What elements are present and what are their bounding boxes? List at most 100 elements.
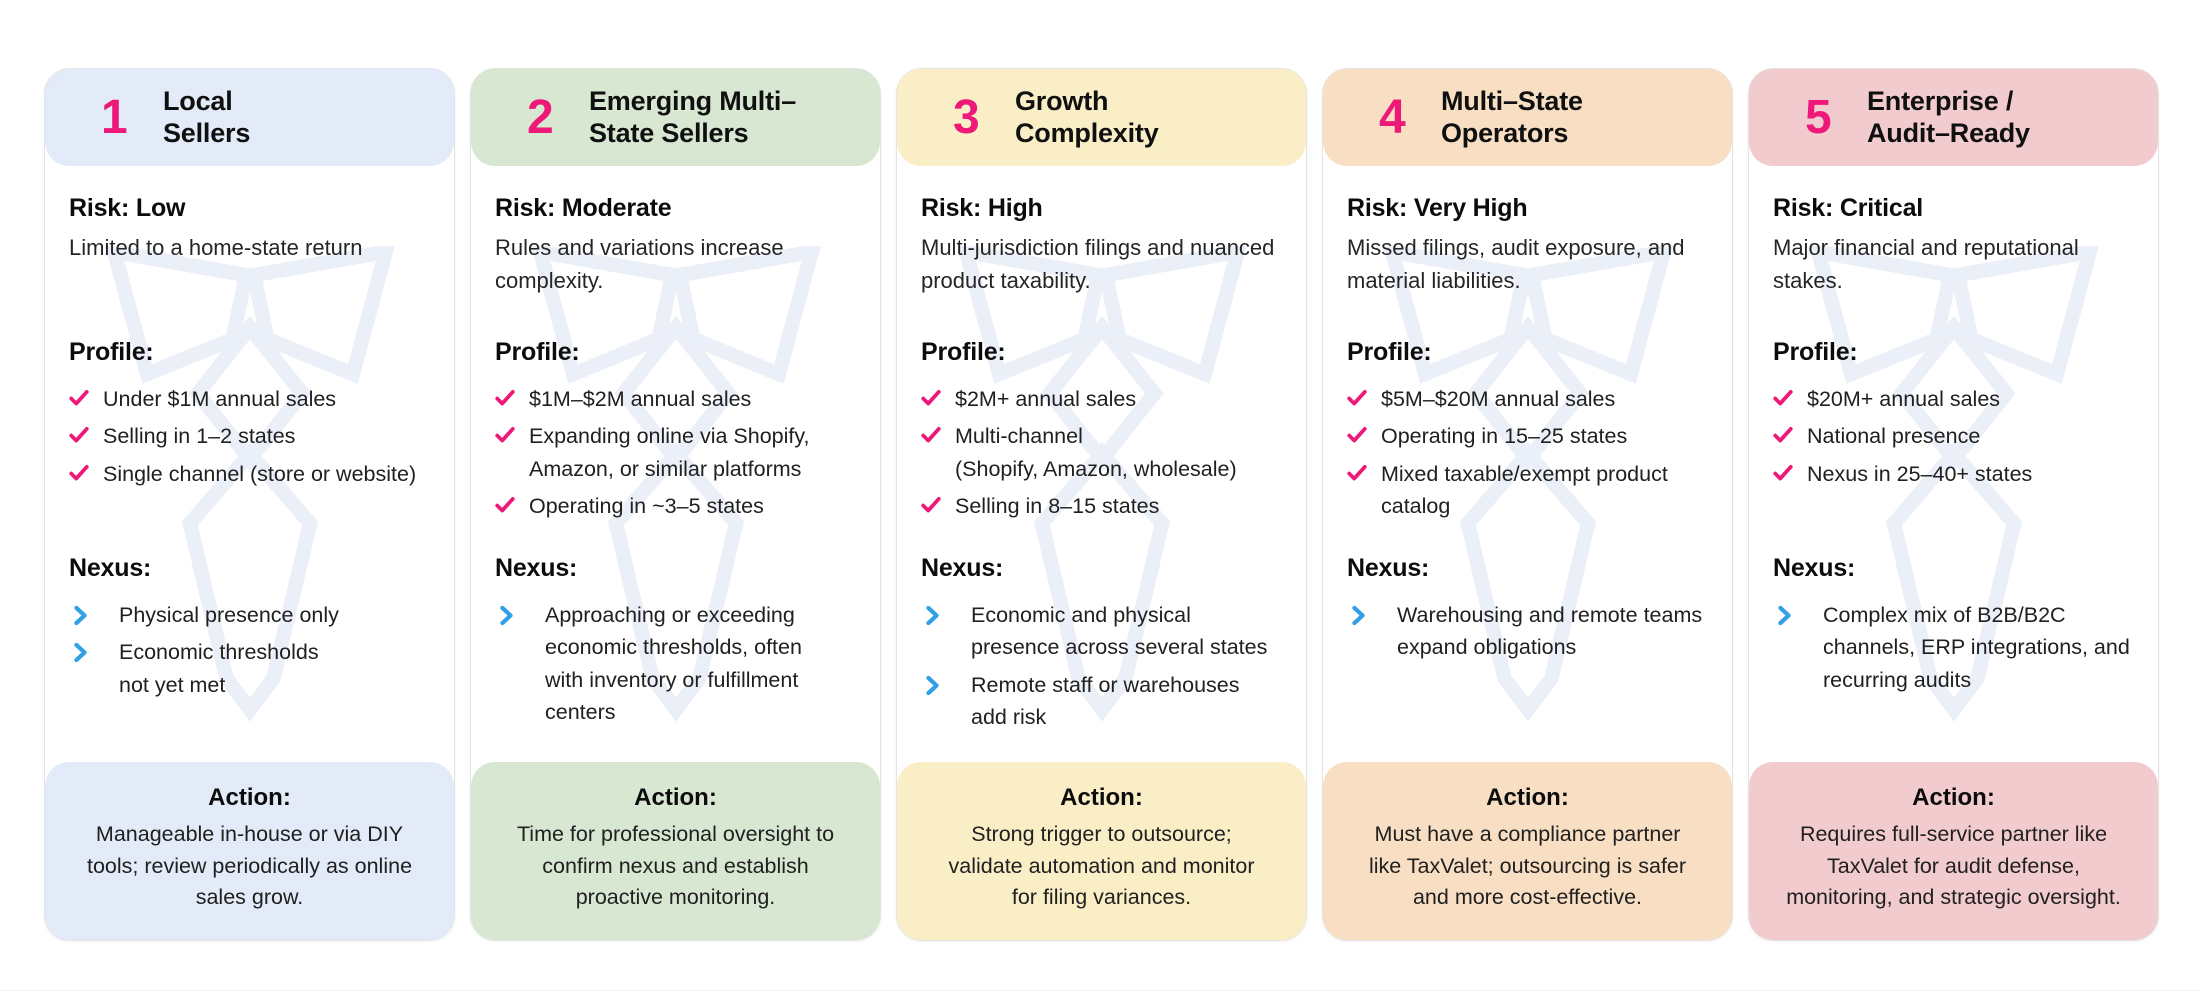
- item-icon-cell: [1347, 420, 1381, 449]
- nexus-list: Warehousing and remote teams expand obli…: [1347, 599, 1708, 664]
- card-body: Risk: Low Limited to a home-state return…: [45, 166, 454, 762]
- profile-item: $1M–$2M annual sales: [495, 383, 856, 415]
- stage-card: 3 Growth Complexity Risk: High Multi-juri…: [896, 68, 1307, 941]
- check-icon: [1773, 427, 1793, 443]
- check-icon: [1347, 389, 1367, 406]
- item-text: Selling in 8–15 states: [955, 493, 1160, 518]
- profile-item: Single channel (store or website): [69, 458, 430, 490]
- chevron-right-icon: [74, 643, 87, 663]
- item-icon-cell: [921, 383, 955, 412]
- stage-card: 2 Emerging Multi– State Sellers Risk: Mod…: [470, 68, 881, 941]
- stage-title-line1: Local: [163, 86, 233, 117]
- item-text: Nexus in 25–40+ states: [1807, 461, 2033, 486]
- check-icon: [69, 427, 89, 443]
- stage-title-line1: Emerging Multi–: [589, 86, 797, 117]
- card-header: 5 Enterprise / Audit–Ready: [1749, 69, 2158, 166]
- item-text: $1M–$2M annual sales: [529, 387, 752, 411]
- stage-title: Emerging Multi– State Sellers: [589, 86, 796, 149]
- stage-card: 4 Multi–State Operators Risk: Very High M…: [1322, 68, 1733, 941]
- item-text: Operating in 15–25 states: [1381, 424, 1628, 449]
- item-icon-cell: [1347, 458, 1381, 487]
- profile-item: Mixed taxable/exempt product catalog: [1347, 458, 1708, 523]
- action-footer: Action: Manageable in-house or via DIY t…: [45, 762, 454, 940]
- item-text: National presence: [1807, 424, 1981, 449]
- check-icon: [69, 464, 89, 480]
- profile-item: $5M–$20M annual sales: [1347, 383, 1708, 415]
- item-text: Economic thresholds not yet met: [119, 640, 319, 697]
- profile-item: National presence: [1773, 420, 2134, 452]
- item-icon-cell: [921, 490, 955, 519]
- profile-heading: Profile:: [1773, 338, 1858, 366]
- nexus-section: Nexus: Complex mix of B2B/B2C channels, …: [1749, 554, 2158, 701]
- action-footer: Action: Strong trigger to outsource; val…: [897, 762, 1306, 940]
- risk-heading: Risk: Moderate: [495, 194, 672, 222]
- nexus-list: Approaching or exceeding economic thresh…: [495, 599, 856, 728]
- item-icon-cell: [1773, 458, 1807, 487]
- item-text: Mixed taxable/exempt product catalog: [1381, 461, 1668, 518]
- item-text: Physical presence only: [119, 603, 339, 627]
- stage-title-line2: State Sellers: [589, 117, 749, 148]
- profile-item: Expanding online via Shopify, Amazon, or…: [495, 420, 856, 485]
- card-header: 2 Emerging Multi– State Sellers: [471, 69, 880, 166]
- profile-item: Under $1M annual sales: [69, 383, 430, 415]
- item-icon-cell: [495, 599, 545, 631]
- chevron-right-icon: [926, 675, 939, 695]
- card-body: Risk: High Multi-jurisdiction filings an…: [897, 166, 1306, 762]
- item-text: Single channel (store or website): [103, 461, 417, 486]
- action-heading: Action:: [1486, 784, 1569, 811]
- profile-item: Operating in 15–25 states: [1347, 420, 1708, 452]
- profile-item: Nexus in 25–40+ states: [1773, 458, 2134, 490]
- action-description: Must have a compliance partner like TaxV…: [1368, 822, 1687, 910]
- risk-description: Limited to a home-state return: [69, 235, 363, 260]
- profile-item: Operating in ~3–5 states: [495, 490, 856, 522]
- risk-section: Risk: Critical Major financial and reput…: [1749, 194, 2158, 297]
- risk-section: Risk: Low Limited to a home-state return: [45, 194, 454, 265]
- card-header: 4 Multi–State Operators: [1323, 69, 1732, 166]
- nexus-heading: Nexus:: [921, 554, 1004, 582]
- card-body: Risk: Critical Major financial and reput…: [1749, 166, 2158, 762]
- nexus-section: Nexus: Warehousing and remote teams expa…: [1323, 554, 1732, 669]
- risk-section: Risk: Very High Missed filings, audit ex…: [1323, 194, 1732, 297]
- profile-list: $20M+ annual sales National presence Nexus…: [1773, 383, 2134, 490]
- check-icon: [1347, 464, 1367, 480]
- stage-number: 4: [1379, 90, 1406, 144]
- nexus-item: Remote staff or warehouses add risk: [921, 669, 1282, 734]
- profile-list: Under $1M annual sales Selling in 1–2 sta…: [69, 383, 430, 490]
- bottom-divider: [0, 990, 2200, 991]
- card-body: Risk: Very High Missed filings, audit ex…: [1323, 166, 1732, 762]
- check-icon: [1773, 389, 1793, 406]
- item-text: Multi-channel (Shopify, Amazon, wholesal…: [955, 424, 1237, 481]
- action-heading: Action:: [1060, 784, 1143, 811]
- nexus-item: Complex mix of B2B/B2C channels, ERP int…: [1773, 599, 2134, 696]
- check-icon: [69, 389, 89, 406]
- item-icon-cell: [1773, 420, 1807, 449]
- risk-description: Missed filings, audit exposure, and mate…: [1347, 235, 1685, 293]
- nexus-item: Approaching or exceeding economic thresh…: [495, 599, 856, 728]
- profile-list: $5M–$20M annual sales Operating in 15–25 …: [1347, 383, 1708, 522]
- item-icon-cell: [69, 458, 103, 487]
- risk-description: Multi-jurisdiction filings and nuanced p…: [921, 235, 1275, 293]
- stage-number: 3: [953, 90, 980, 144]
- risk-section: Risk: High Multi-jurisdiction filings an…: [897, 194, 1306, 297]
- profile-heading: Profile:: [69, 338, 154, 366]
- item-icon-cell: [1773, 599, 1823, 631]
- item-icon-cell: [1347, 383, 1381, 412]
- profile-item: $2M+ annual sales: [921, 383, 1282, 415]
- stage-cards-row: 1 Local Sellers Risk: Low Limited to a ho…: [44, 68, 2159, 941]
- action-heading: Action:: [1912, 784, 1995, 811]
- item-text: Under $1M annual sales: [103, 387, 337, 411]
- action-description: Strong trigger to outsource; validate au…: [948, 822, 1255, 910]
- profile-heading: Profile:: [921, 338, 1006, 366]
- item-text: $5M–$20M annual sales: [1381, 387, 1616, 411]
- stage-number: 5: [1805, 90, 1832, 144]
- item-icon-cell: [69, 636, 119, 668]
- stage-title-line2: Operators: [1441, 117, 1569, 148]
- action-footer: Action: Requires full-service partner li…: [1749, 762, 2158, 940]
- item-icon-cell: [1773, 383, 1807, 412]
- nexus-heading: Nexus:: [69, 554, 152, 582]
- profile-item: Multi-channel (Shopify, Amazon, wholesal…: [921, 420, 1282, 485]
- action-heading: Action:: [208, 784, 291, 811]
- card-header: 1 Local Sellers: [45, 69, 454, 166]
- item-text: $2M+ annual sales: [955, 387, 1137, 411]
- check-icon: [495, 389, 515, 406]
